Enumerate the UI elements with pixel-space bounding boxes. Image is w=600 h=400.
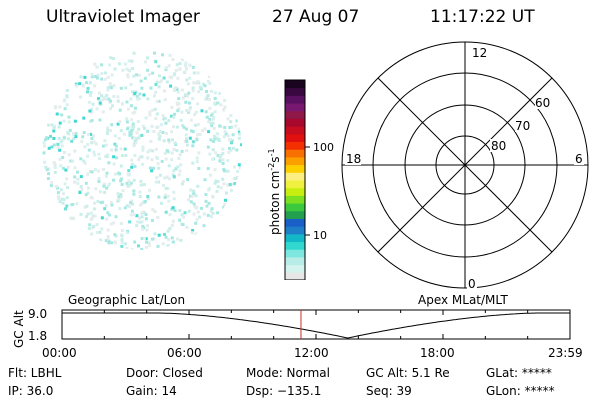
- colorbar-cell: [285, 264, 305, 273]
- colorbar-unit-label: photon cm-2s-1: [267, 148, 282, 235]
- status-seq: Seq: 39: [366, 384, 412, 398]
- status-gc-alt: GC Alt: 5.1 Re: [366, 366, 450, 380]
- colorbar-cell: [285, 187, 305, 196]
- x-tick-1800: 18:00: [420, 346, 455, 360]
- lat-label-70: 70: [515, 119, 530, 133]
- timeline-right-title: Apex MLat/MLT: [418, 293, 508, 307]
- imager-intensity-map: [42, 51, 242, 250]
- colorbar-ticks: 100 10: [305, 141, 334, 242]
- colorbar-cell: [285, 180, 305, 189]
- colorbar-tick-label: 10: [313, 229, 327, 242]
- colorbar-cell: [285, 95, 305, 104]
- colorbar-cell: [285, 172, 305, 181]
- date-label: 27 Aug 07: [272, 7, 360, 27]
- mlt-label-12: 12: [472, 46, 487, 60]
- colorbar-cell: [285, 133, 305, 143]
- colorbar-cell: [285, 156, 305, 166]
- colorbar-cell: [285, 87, 305, 96]
- mlt-label-0: 0: [468, 277, 476, 291]
- colorbar-cell: [285, 256, 305, 266]
- x-tick-1200: 12:00: [294, 346, 329, 360]
- colorbar-cell: [285, 195, 305, 204]
- colorbar-frame: [284, 79, 306, 280]
- colorbar-cell: [285, 272, 305, 280]
- colorbar-gradient: [285, 80, 305, 280]
- colorbar-cell: [285, 241, 305, 250]
- colorbar-cell: [285, 226, 305, 235]
- colorbar-cell: [285, 118, 305, 127]
- x-tick-0000: 00:00: [42, 346, 77, 360]
- x-tick-2359: 23:59: [548, 346, 583, 360]
- y-tick-1.8: 1.8: [28, 329, 47, 343]
- colorbar-cell: [285, 249, 305, 258]
- colorbar-cell: [285, 218, 305, 227]
- polar-plot: 12 0 18 6 60 70 80: [341, 41, 589, 291]
- status-filter: Flt: LBHL: [8, 366, 62, 380]
- status-ip: IP: 36.0: [8, 384, 54, 398]
- colorbar-cell: [285, 164, 305, 173]
- app-title: Ultraviolet Imager: [46, 7, 200, 27]
- colorbar: 100 10 photon cm-2s-1: [267, 79, 334, 280]
- time-label: 11:17:22 UT: [430, 7, 535, 27]
- status-door: Door: Closed: [126, 366, 203, 380]
- colorbar-cell: [285, 233, 305, 243]
- mlt-label-6: 6: [575, 152, 583, 166]
- colorbar-cell: [285, 80, 305, 89]
- colorbar-cell: [285, 149, 305, 158]
- status-mode: Mode: Normal: [246, 366, 330, 380]
- altitude-curve: [62, 312, 570, 339]
- timeline-ticks: [61, 310, 571, 339]
- imager-disk: [42, 51, 242, 250]
- lat-label-60: 60: [535, 96, 550, 110]
- colorbar-cell: [285, 141, 305, 150]
- colorbar-tick-label: 100: [313, 141, 334, 154]
- colorbar-cell: [285, 103, 305, 112]
- colorbar-cell: [285, 203, 305, 212]
- altitude-timeline: GC Alt 9.0 1.8: [12, 307, 571, 348]
- polar-diagonal-2: [377, 77, 553, 253]
- status-glat: GLat: *****: [486, 366, 552, 380]
- timeline-left-title: Geographic Lat/Lon: [68, 293, 186, 307]
- lat-label-80: 80: [491, 139, 506, 153]
- mlt-label-18: 18: [346, 152, 361, 166]
- status-glon: GLon: *****: [486, 384, 555, 398]
- status-gain: Gain: 14: [126, 384, 177, 398]
- x-tick-0600: 06:00: [167, 346, 202, 360]
- y-tick-9: 9.0: [28, 307, 47, 321]
- colorbar-cell: [285, 126, 305, 135]
- status-dsp: Dsp: −135.1: [246, 384, 322, 398]
- colorbar-cell: [285, 110, 305, 119]
- timeline-axis-label: GC Alt: [12, 310, 26, 348]
- colorbar-cell: [285, 210, 305, 219]
